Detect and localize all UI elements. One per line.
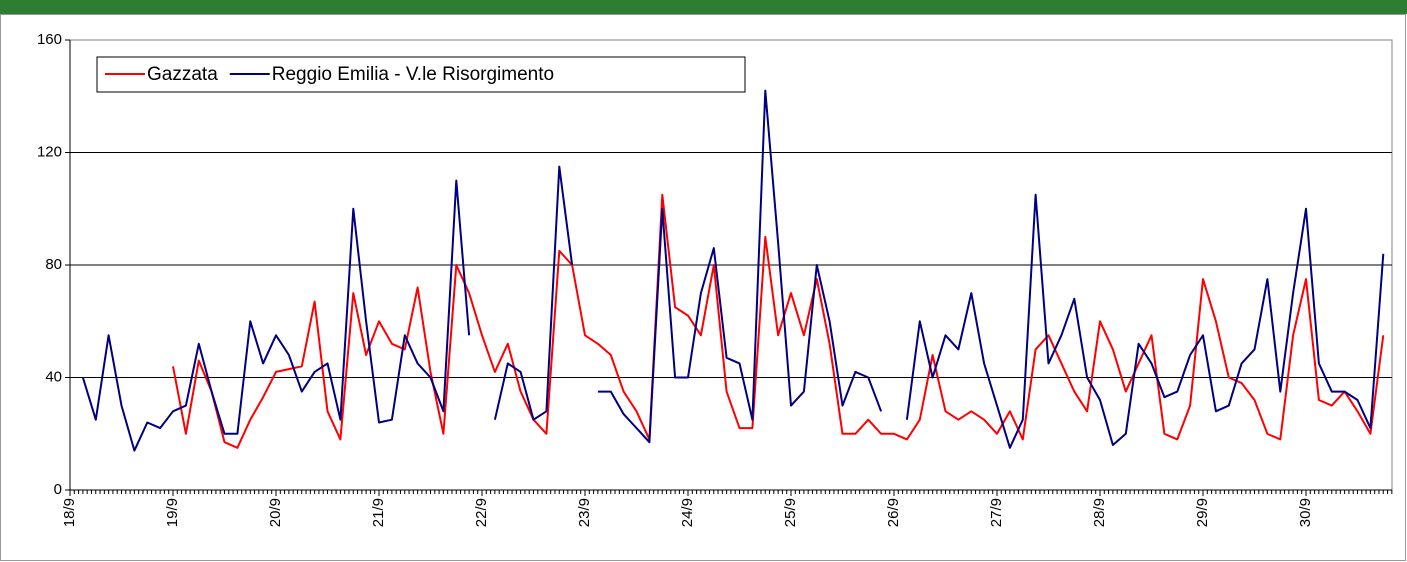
legend-box [96, 56, 746, 93]
header-bar [0, 0, 1407, 14]
x-tick-label: 23/9 [576, 498, 593, 527]
x-tick-label: 24/9 [679, 498, 696, 527]
y-tick-label: 0 [54, 481, 62, 498]
x-tick-label: 20/9 [267, 498, 284, 527]
x-tick-label: 28/9 [1091, 498, 1108, 527]
series-line [81, 89, 1385, 452]
x-tick-label: 21/9 [370, 498, 387, 527]
y-tick-label: 40 [45, 368, 62, 385]
x-tick-label: 22/9 [473, 498, 490, 527]
y-tick-label: 120 [37, 143, 62, 160]
x-tick-label: 25/9 [782, 498, 799, 527]
y-tick-label: 160 [37, 31, 62, 48]
y-tick-label: 80 [45, 256, 62, 273]
x-tick-label: 19/9 [164, 498, 181, 527]
legend-label: Gazzata [147, 64, 218, 85]
x-tick-label: 26/9 [885, 498, 902, 527]
series-line [172, 193, 1385, 449]
legend: Gazzata Reggio Emilia - V.le Risorgimento [96, 56, 746, 93]
legend-label: Reggio Emilia - V.le Risorgimento [272, 64, 554, 85]
x-tick-label: 30/9 [1297, 498, 1314, 527]
x-tick-label: 29/9 [1194, 498, 1211, 527]
x-tick-label: 27/9 [988, 498, 1005, 527]
x-tick-label: 18/9 [61, 498, 78, 527]
